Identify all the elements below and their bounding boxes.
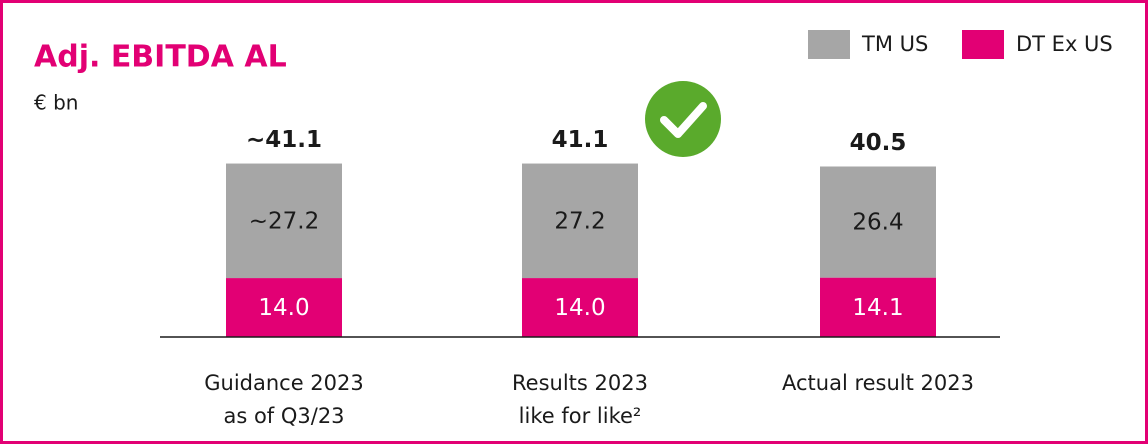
bar-segment	[226, 163, 342, 279]
chart-title: Adj. EBITDA AL	[34, 40, 287, 75]
bar-segment	[820, 166, 936, 278]
value-label: 14.0	[554, 295, 605, 321]
legend-label: DT Ex US	[1016, 32, 1113, 56]
x-tick-label: Actual result 2023	[782, 371, 974, 395]
total-label: 41.1	[552, 127, 609, 153]
legend-swatch	[962, 30, 1004, 59]
unit-label: € bn	[34, 91, 78, 115]
x-tick-label: Guidance 2023	[204, 371, 364, 395]
x-tick-label: as of Q3/23	[223, 404, 344, 428]
total-label: ~41.1	[246, 127, 322, 153]
bar-segment	[820, 277, 936, 337]
x-tick-label: like for like²	[519, 404, 642, 428]
check-icon	[645, 81, 721, 157]
legend-swatch	[808, 30, 850, 59]
value-label: 14.1	[852, 295, 903, 321]
value-label: ~27.2	[249, 208, 319, 234]
total-label: 40.5	[850, 130, 907, 156]
value-label: 14.0	[258, 295, 309, 321]
legend-label: TM US	[861, 32, 928, 56]
bar-segment	[522, 278, 638, 337]
bar-segment	[522, 163, 638, 279]
value-label: 27.2	[554, 208, 605, 234]
value-label: 26.4	[852, 210, 903, 236]
bar-segment	[226, 278, 342, 337]
x-tick-label: Results 2023	[512, 371, 648, 395]
